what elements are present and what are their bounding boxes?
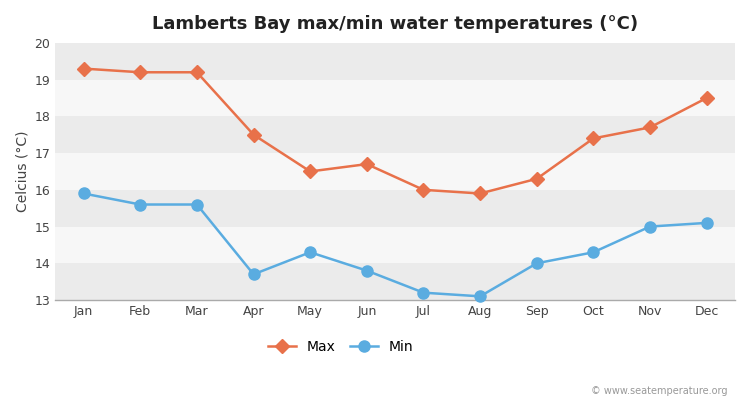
Max xyxy=(702,96,711,100)
Max xyxy=(136,70,145,75)
Legend: Max, Min: Max, Min xyxy=(268,340,413,354)
Bar xyxy=(56,190,735,226)
Max xyxy=(306,169,315,174)
Min xyxy=(362,268,371,273)
Max xyxy=(79,66,88,71)
Min xyxy=(476,294,484,299)
Bar xyxy=(56,226,735,263)
Min xyxy=(79,191,88,196)
Min xyxy=(193,202,202,207)
Min xyxy=(646,224,655,229)
Line: Max: Max xyxy=(79,64,712,198)
Y-axis label: Celcius (°C): Celcius (°C) xyxy=(15,131,29,212)
Bar xyxy=(56,43,735,80)
Min xyxy=(249,272,258,277)
Bar xyxy=(56,153,735,190)
Max xyxy=(193,70,202,75)
Min xyxy=(306,250,315,255)
Min xyxy=(589,250,598,255)
Max xyxy=(419,188,428,192)
Max xyxy=(532,176,542,181)
Title: Lamberts Bay max/min water temperatures (°C): Lamberts Bay max/min water temperatures … xyxy=(152,15,638,33)
Bar xyxy=(56,116,735,153)
Max xyxy=(362,162,371,166)
Line: Min: Min xyxy=(78,188,712,302)
Text: © www.seatemperature.org: © www.seatemperature.org xyxy=(591,386,728,396)
Max xyxy=(646,125,655,130)
Bar xyxy=(56,80,735,116)
Max xyxy=(249,132,258,137)
Bar xyxy=(56,263,735,300)
Min xyxy=(702,220,711,225)
Min xyxy=(532,261,542,266)
Min xyxy=(136,202,145,207)
Max xyxy=(476,191,484,196)
Min xyxy=(419,290,428,295)
Max xyxy=(589,136,598,141)
